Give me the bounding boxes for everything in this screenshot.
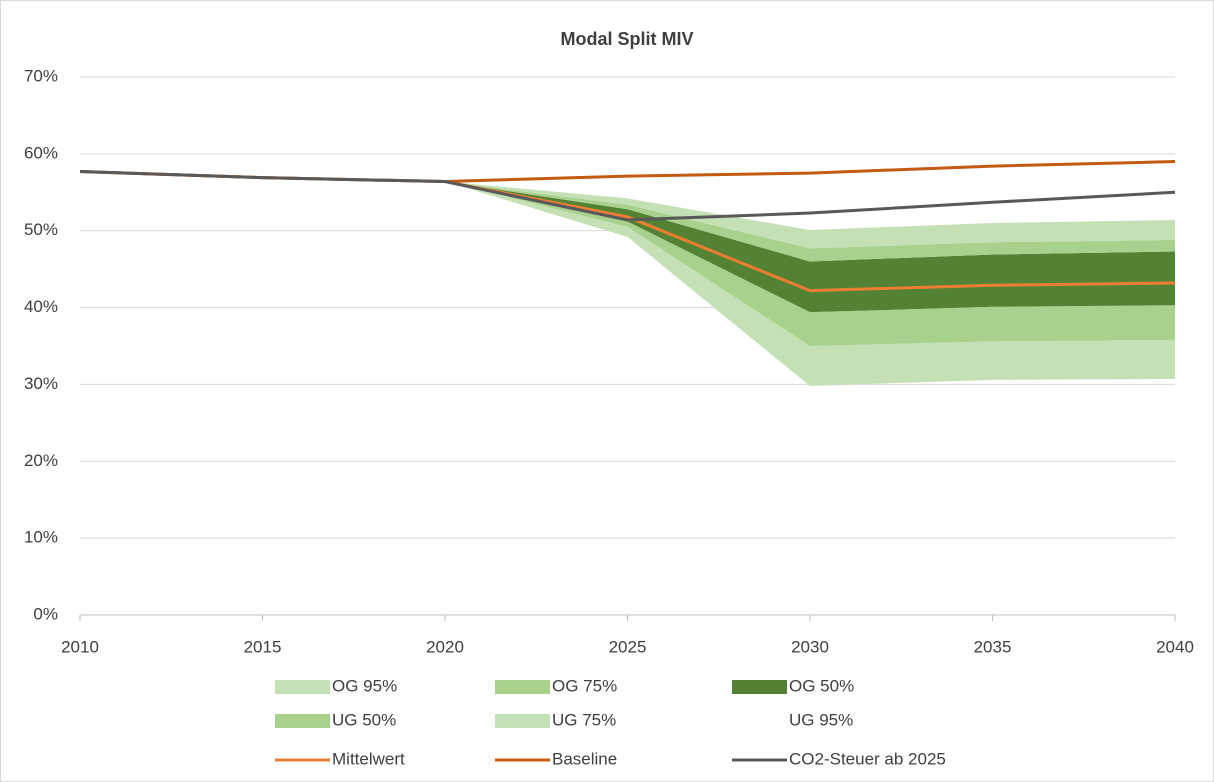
legend-label: CO2-Steuer ab 2025: [789, 749, 946, 768]
legend-label: Mittelwert: [332, 749, 405, 768]
legend-swatch: [275, 714, 330, 728]
y-tick-label: 70%: [24, 66, 58, 85]
area-band: [445, 181, 1175, 386]
y-tick-label: 30%: [24, 374, 58, 393]
legend-label: UG 95%: [789, 710, 853, 729]
x-tick-label: 2035: [974, 637, 1012, 656]
legend-swatch: [275, 680, 330, 694]
area-band: [445, 181, 1175, 346]
legend-label: UG 50%: [332, 710, 396, 729]
legend-label: Baseline: [552, 749, 617, 768]
legend-label: OG 95%: [332, 676, 397, 695]
x-tick-label: 2015: [244, 637, 282, 656]
y-tick-label: 10%: [24, 528, 58, 547]
x-tick-label: 2025: [609, 637, 647, 656]
legend-label: UG 75%: [552, 710, 616, 729]
area-band: [445, 181, 1175, 249]
chart-title: Modal Split MIV: [561, 29, 694, 49]
y-tick-label: 40%: [24, 297, 58, 316]
area-band: [445, 181, 1175, 313]
legend-swatch: [495, 680, 550, 694]
legend-swatch: [495, 714, 550, 728]
legend-label: OG 75%: [552, 676, 617, 695]
legend-label: OG 50%: [789, 676, 854, 695]
y-tick-label: 50%: [24, 220, 58, 239]
y-tick-label: 60%: [24, 143, 58, 162]
x-tick-label: 2030: [791, 637, 829, 656]
y-tick-label: 0%: [33, 604, 58, 623]
legend-swatch: [732, 680, 787, 694]
x-tick-label: 2010: [61, 637, 99, 656]
line-series: [79, 170, 1176, 222]
y-tick-label: 20%: [24, 451, 58, 470]
x-tick-label: 2020: [426, 637, 464, 656]
x-tick-label: 2040: [1156, 637, 1194, 656]
